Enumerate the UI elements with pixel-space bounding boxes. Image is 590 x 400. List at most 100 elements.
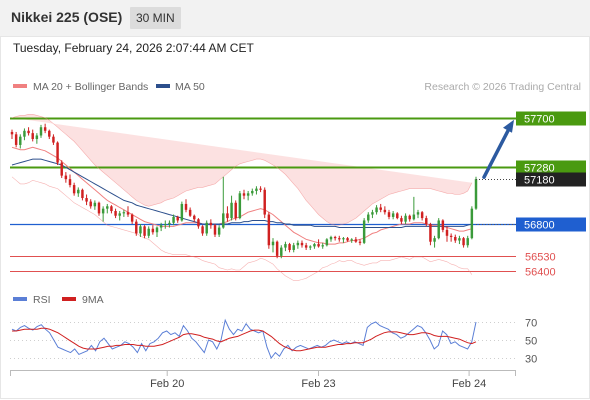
candle xyxy=(89,199,92,209)
candle-body xyxy=(375,207,378,213)
candle-body xyxy=(251,190,254,194)
candle-body xyxy=(367,214,370,221)
candle xyxy=(101,206,105,222)
indicator-lines xyxy=(11,114,473,281)
candle-body xyxy=(379,207,382,210)
bollinger-upper-line xyxy=(11,114,473,226)
candle-body xyxy=(309,246,312,248)
candlesticks xyxy=(10,123,478,259)
candle-body xyxy=(48,130,51,137)
candle xyxy=(325,238,329,247)
candle xyxy=(48,129,51,140)
candle-body xyxy=(288,244,291,250)
resistance-label-57700: 57700 xyxy=(524,114,555,126)
candle-body xyxy=(151,228,155,233)
candle xyxy=(226,206,229,222)
candle-body xyxy=(408,215,411,220)
candle xyxy=(164,220,167,229)
candle xyxy=(251,188,254,196)
candle-body xyxy=(135,221,138,234)
candle-body xyxy=(321,245,324,247)
rsi-tick-70: 70 xyxy=(525,318,537,330)
candle xyxy=(454,234,457,243)
candle xyxy=(437,218,440,240)
candle xyxy=(441,219,445,233)
candle xyxy=(408,214,411,222)
candle xyxy=(396,212,399,220)
resistance-label-box-57700 xyxy=(516,111,586,126)
candle-body xyxy=(230,202,233,219)
candle xyxy=(309,245,312,250)
ma50-legend-label: MA 50 xyxy=(175,81,205,93)
candle-body xyxy=(197,219,200,227)
candle-body xyxy=(126,212,130,215)
candle xyxy=(85,194,88,206)
candle-body xyxy=(118,213,121,216)
candle xyxy=(296,240,300,249)
bollinger-legend-label: MA 20 + Bollinger Bands xyxy=(33,81,148,93)
candle xyxy=(412,196,416,221)
candle-body xyxy=(325,239,329,246)
candle-body xyxy=(300,242,304,246)
bollinger-band-area xyxy=(12,114,472,226)
candle xyxy=(222,176,225,229)
candle-body xyxy=(35,135,39,140)
candle-body xyxy=(39,127,43,136)
x-tick-label: Feb 24 xyxy=(452,378,486,390)
candle xyxy=(350,238,353,243)
candle-body xyxy=(222,213,225,228)
candle xyxy=(188,207,192,217)
candle xyxy=(35,133,39,144)
candle xyxy=(43,123,47,134)
candle xyxy=(168,220,171,228)
candle xyxy=(68,174,72,188)
candle-body xyxy=(445,229,449,236)
candle-body xyxy=(122,212,126,214)
candle xyxy=(259,186,262,193)
candle xyxy=(284,241,287,252)
candle xyxy=(275,240,279,259)
candle-body xyxy=(180,203,184,221)
candle-body xyxy=(114,211,117,216)
candle xyxy=(31,129,34,142)
candle xyxy=(354,236,358,243)
candle-body xyxy=(338,238,341,240)
candle-body xyxy=(188,209,192,216)
pivot-label-box-56800 xyxy=(516,217,586,232)
candle xyxy=(458,235,461,245)
candle-body xyxy=(201,226,204,234)
candle xyxy=(93,200,97,210)
x-tick-label: Feb 20 xyxy=(150,378,184,390)
candle-body xyxy=(400,218,403,222)
candle-body xyxy=(296,242,300,246)
candle xyxy=(230,195,233,221)
candle xyxy=(139,224,142,237)
bollinger-band-fill xyxy=(12,114,472,226)
candle xyxy=(213,224,217,237)
candle-body xyxy=(242,193,246,196)
candle xyxy=(172,214,175,226)
candle xyxy=(130,213,134,224)
candle xyxy=(126,206,130,217)
interval-button[interactable]: 30 MIN xyxy=(130,7,181,29)
candle xyxy=(159,222,163,232)
candle-body xyxy=(23,130,26,137)
candle-body xyxy=(437,220,440,239)
candle xyxy=(292,242,295,253)
research-credit: Research © 2026 Trading Central xyxy=(424,81,581,93)
candle-body xyxy=(159,225,163,228)
candle-body xyxy=(454,236,457,241)
candle-body xyxy=(342,238,345,240)
last-price-label: 57180 xyxy=(524,175,555,187)
candle xyxy=(271,238,275,253)
candle xyxy=(313,242,316,249)
candle xyxy=(321,242,324,249)
candle-body xyxy=(164,224,167,226)
candle xyxy=(429,222,432,246)
candle-body xyxy=(205,222,208,234)
candle-body xyxy=(358,241,362,243)
candle xyxy=(338,235,341,242)
candle-body xyxy=(93,202,97,207)
candle-body xyxy=(85,198,88,202)
candle-body xyxy=(52,136,55,143)
